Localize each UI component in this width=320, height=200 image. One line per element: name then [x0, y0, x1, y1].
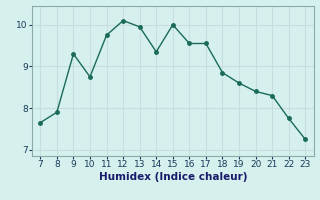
X-axis label: Humidex (Indice chaleur): Humidex (Indice chaleur): [99, 172, 247, 182]
